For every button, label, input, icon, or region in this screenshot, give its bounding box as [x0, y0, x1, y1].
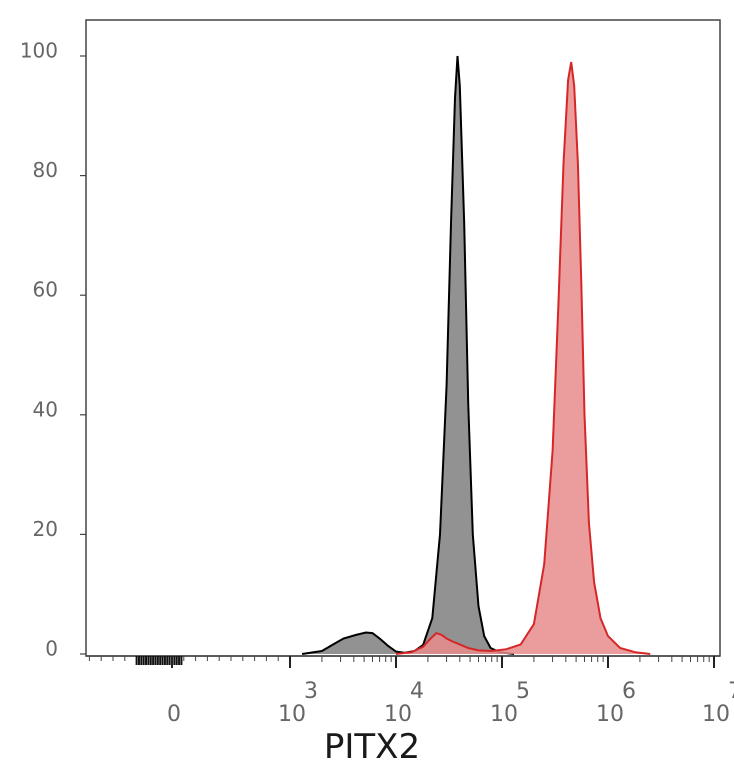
x-axis: 0103104105106107 — [86, 655, 734, 727]
series-1-line — [395, 61, 651, 655]
x-tick-exponent: 3 — [304, 679, 318, 704]
y-tick-label: 0 — [45, 637, 58, 661]
y-axis: 0 20 40 60 80 100 — [20, 39, 86, 661]
x-tick-exponent: 7 — [728, 679, 734, 704]
x-tick-label: 10 — [596, 702, 624, 727]
series-0-area — [302, 56, 515, 654]
x-tick-label: 0 — [167, 702, 181, 727]
y-tick-label: 80 — [33, 158, 58, 182]
x-tick-exponent: 5 — [516, 679, 530, 704]
y-tick-label: 100 — [20, 39, 58, 63]
x-tick-exponent: 4 — [410, 679, 424, 704]
series-1-area — [396, 62, 651, 654]
y-tick-label: 60 — [33, 278, 58, 302]
plot-frame — [85, 19, 721, 657]
x-tick-label: 10 — [278, 702, 306, 727]
x-axis-label: PITX2 — [324, 727, 420, 767]
x-tick-label: 10 — [384, 702, 412, 727]
y-tick-label: 20 — [33, 517, 58, 541]
x-tick-label: 10 — [702, 702, 730, 727]
x-tick-exponent: 6 — [622, 679, 636, 704]
y-tick-label: 40 — [33, 397, 58, 421]
series-0-line — [301, 55, 515, 655]
x-tick-label: 10 — [490, 702, 518, 727]
series-layer — [301, 55, 651, 655]
